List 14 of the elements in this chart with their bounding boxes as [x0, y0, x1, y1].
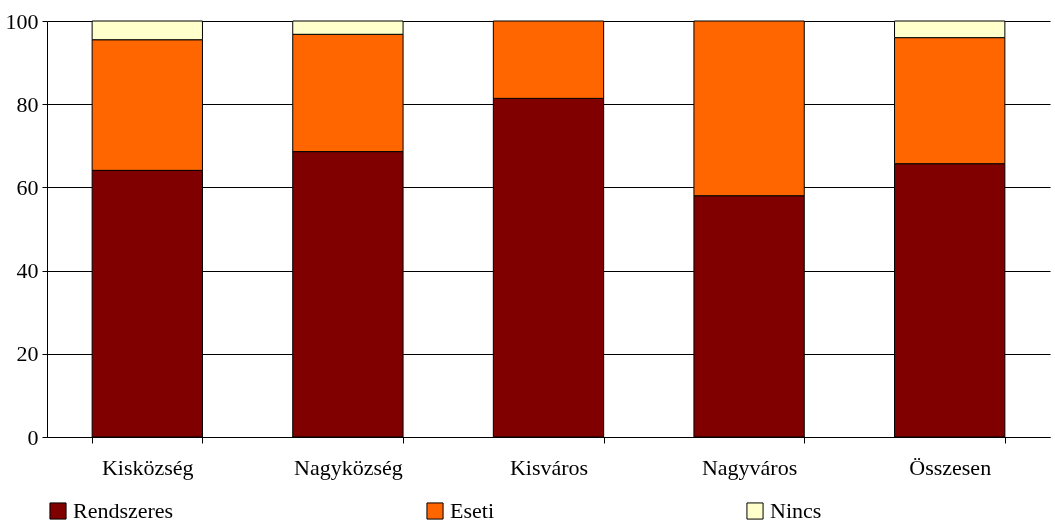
- legend-label: Eseti: [450, 498, 494, 523]
- x-tick-label: Nagyközség: [294, 454, 403, 480]
- x-tick-label: Kisközség: [101, 454, 194, 480]
- y-tick-label: 20: [16, 341, 39, 367]
- legend-label: Rendszeres: [73, 498, 174, 523]
- x-tick-label: Nagyváros: [701, 454, 798, 480]
- x-tick-label: Összesen: [909, 454, 992, 480]
- legend-label: Nincs: [770, 498, 822, 523]
- y-tick-label: 60: [16, 174, 39, 200]
- y-tick-label: 40: [16, 258, 39, 284]
- x-tick-label: Kisváros: [509, 454, 589, 480]
- y-tick-label: 0: [27, 424, 39, 450]
- y-tick-label: 80: [16, 91, 39, 117]
- y-tick-label: 100: [5, 8, 39, 34]
